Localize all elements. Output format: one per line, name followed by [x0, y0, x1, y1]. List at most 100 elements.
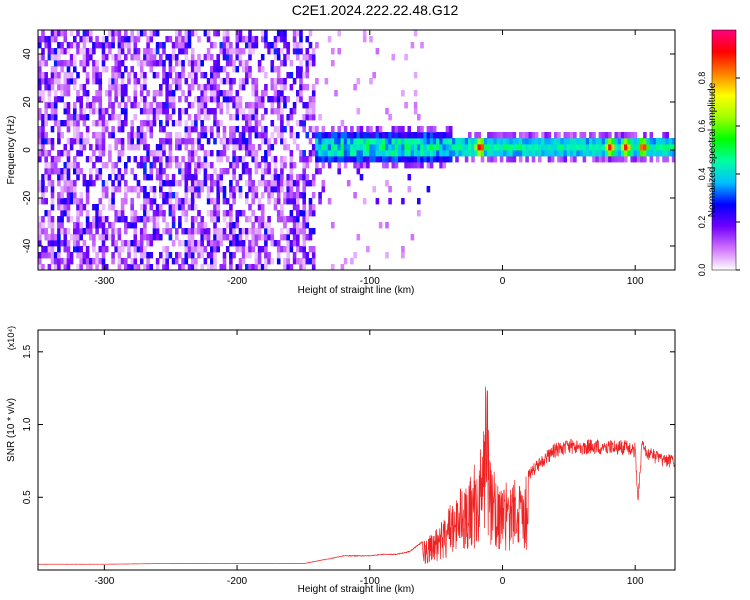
- heatmap-cell: [251, 198, 255, 205]
- heatmap-cell: [95, 96, 99, 103]
- heatmap-cell: [238, 30, 243, 37]
- heatmap-cell: [57, 222, 61, 229]
- heatmap-cell: [410, 144, 415, 151]
- heatmap-cell: [104, 186, 109, 193]
- heatmap-cell: [340, 120, 345, 127]
- heatmap-cell: [420, 138, 424, 145]
- heatmap-cell: [222, 264, 227, 270]
- heatmap-cell: [292, 42, 297, 49]
- heatmap-cell: [210, 174, 214, 181]
- heatmap-cell: [60, 42, 64, 49]
- heatmap-cell: [190, 138, 195, 145]
- heatmap-cell: [617, 156, 622, 163]
- heatmap-cell: [289, 198, 294, 205]
- heatmap-cell: [114, 138, 118, 145]
- heatmap-cell: [531, 132, 536, 139]
- heatmap-cell: [133, 54, 138, 61]
- heatmap-cell: [340, 138, 345, 145]
- heatmap-cell: [229, 90, 233, 97]
- heatmap-cell: [178, 180, 182, 187]
- heatmap-cell: [296, 120, 300, 127]
- heatmap-cell: [175, 156, 179, 163]
- heatmap-cell: [232, 138, 236, 145]
- heatmap-cell: [41, 78, 45, 85]
- heatmap-cell: [95, 42, 99, 49]
- heatmap-cell: [557, 150, 561, 157]
- heatmap-cell: [85, 102, 90, 109]
- heatmap-cell: [98, 114, 103, 121]
- heatmap-cell: [334, 156, 338, 163]
- heatmap-cell: [152, 90, 157, 97]
- heatmap-cell: [245, 216, 249, 223]
- snr-frame: [37, 329, 676, 571]
- heatmap-cell: [321, 162, 326, 169]
- heatmap-cell: [353, 150, 357, 157]
- heatmap-cell: [114, 174, 118, 181]
- heatmap-cell: [321, 132, 326, 139]
- heatmap-cell: [225, 210, 230, 217]
- heatmap-cell: [98, 222, 103, 229]
- heatmap-cell: [655, 144, 660, 151]
- heatmap-cell: [165, 132, 169, 139]
- heatmap-cell: [155, 42, 160, 49]
- heatmap-cell: [63, 102, 68, 109]
- heatmap-cell: [350, 150, 354, 157]
- heatmap-cell: [47, 180, 52, 187]
- x-tick-label: -300: [94, 576, 114, 587]
- heatmap-cell: [187, 234, 192, 241]
- heatmap-cell: [229, 234, 233, 241]
- heatmap-cell: [184, 42, 189, 49]
- heatmap-cell: [95, 216, 99, 223]
- heatmap-cell: [372, 132, 376, 139]
- heatmap-cell: [130, 126, 134, 133]
- heatmap-cell: [187, 102, 192, 109]
- heatmap-cell: [38, 186, 42, 193]
- heatmap-cell: [260, 54, 265, 61]
- heatmap-cell: [57, 132, 61, 139]
- heatmap-cell: [101, 192, 106, 199]
- heatmap-cell: [190, 258, 195, 265]
- heatmap-cell: [76, 234, 80, 241]
- heatmap-cell: [152, 156, 157, 163]
- heatmap-cell: [522, 138, 526, 145]
- heatmap-cell: [604, 156, 609, 163]
- colorbar-tick-label: 0.4: [697, 168, 707, 181]
- heatmap-cell: [124, 90, 128, 97]
- heatmap-cell: [311, 228, 316, 235]
- heatmap-cell: [624, 156, 628, 163]
- heatmap-cell: [248, 246, 252, 253]
- heatmap-cell: [210, 66, 214, 73]
- heatmap-cell: [283, 198, 287, 205]
- heatmap-cell: [92, 222, 96, 229]
- heatmap-cell: [238, 84, 243, 91]
- heatmap-cell: [155, 228, 160, 235]
- heatmap-cell: [168, 90, 173, 97]
- heatmap-cell: [245, 114, 249, 121]
- heatmap-cell: [404, 102, 408, 109]
- heatmap-cell: [426, 186, 431, 193]
- heatmap-cell: [149, 60, 154, 67]
- heatmap-cell: [143, 78, 147, 85]
- heatmap-cell: [248, 108, 252, 115]
- heatmap-cell: [302, 150, 306, 157]
- heatmap-cell: [257, 60, 262, 67]
- heatmap-cell: [82, 42, 87, 49]
- heatmap-cell: [69, 60, 74, 67]
- heatmap-cell: [57, 180, 61, 187]
- heatmap-cell: [57, 96, 61, 103]
- heatmap-cell: [194, 96, 198, 103]
- heatmap-cell: [270, 186, 275, 193]
- heatmap-cell: [563, 132, 568, 139]
- heatmap-cell: [57, 246, 61, 253]
- heatmap-cell: [483, 144, 488, 151]
- heatmap-cell: [133, 132, 138, 139]
- heatmap-cell: [280, 90, 284, 97]
- heatmap-cell: [646, 150, 650, 157]
- heatmap-cell: [216, 102, 220, 109]
- heatmap-cell: [394, 156, 399, 163]
- heatmap-cell: [63, 186, 68, 193]
- heatmap-cell: [225, 54, 230, 61]
- heatmap-cell: [493, 132, 498, 139]
- heatmap-cell: [50, 258, 55, 265]
- heatmap-cell: [152, 186, 157, 193]
